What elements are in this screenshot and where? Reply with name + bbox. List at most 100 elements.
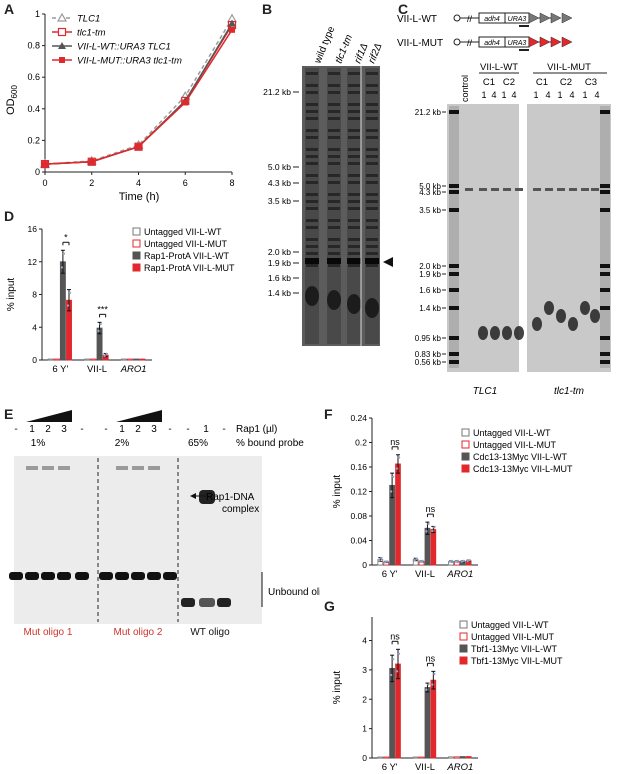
size-marker: 1.6 kb (419, 286, 441, 295)
replicate-point (425, 688, 428, 691)
size-marker: 21.2 kb (415, 108, 442, 117)
lane-num: 4 (594, 90, 599, 100)
band (328, 110, 340, 113)
data-point (182, 99, 189, 106)
y-tick-label: 0.12 (350, 487, 367, 497)
y-tick-label: 0.2 (27, 135, 40, 145)
band (328, 117, 340, 120)
size-marker: 4.3 kb (419, 188, 441, 197)
band (348, 200, 360, 203)
lane-label: - (222, 424, 225, 435)
faint-band (58, 466, 70, 470)
y-tick-label: 0.8 (27, 41, 40, 51)
band (366, 219, 378, 222)
y-tick-label: 16 (28, 224, 38, 234)
data-point (228, 19, 236, 27)
band (348, 174, 360, 177)
replicate-point (384, 561, 387, 564)
y-tick-label: 4 (362, 636, 367, 646)
clone-label: C1 (483, 77, 495, 88)
band (348, 238, 360, 241)
band (328, 103, 340, 106)
x-tick-label: 0 (42, 178, 47, 188)
lane-label: 2 (135, 424, 141, 435)
y-tick-label: 0.6 (27, 72, 40, 82)
oligo-label-mut1: Mut oligo 1 (24, 627, 73, 638)
category-label: 6 Y' (382, 762, 398, 773)
band (348, 245, 360, 248)
panel-a-growth-chart: OD600 0 0.2 0.4 0.6 0.8 1 0 2 4 6 8 Time (h) TLC1 t… (5, 9, 238, 203)
band (348, 84, 360, 87)
band (366, 264, 378, 267)
band (306, 91, 318, 94)
legend-label: Cdc13-13Myc VII-L-MUT (473, 464, 573, 474)
lane-label: 1 (29, 424, 35, 435)
bar (412, 756, 419, 759)
legend-swatch (459, 656, 468, 665)
category-label: VII-L (87, 364, 107, 375)
legend-marker (57, 27, 67, 37)
band (328, 181, 340, 184)
band (348, 155, 360, 158)
band (306, 72, 318, 75)
bar (430, 529, 437, 566)
panel-c-telomere-blot: VII-L-WT // adh4 URA3 VII-L-MUT // adh4 URA3 co… (395, 8, 617, 400)
clone-label: C2 (503, 77, 515, 88)
size-marker: 0.95 kb (415, 334, 442, 343)
telomere-smear (327, 290, 341, 310)
y-axis-label: % input (332, 671, 343, 705)
band (366, 136, 378, 139)
band (348, 219, 360, 222)
ladder-band (600, 272, 610, 276)
ladder-lane (600, 106, 610, 368)
sig-label: ns (390, 631, 400, 641)
replicate-point (431, 529, 434, 533)
centromere-icon (453, 14, 461, 22)
ladder-band (600, 110, 610, 114)
panel-c-gel-right (527, 104, 611, 372)
y-tick-label: 8 (32, 290, 37, 300)
arrowhead-icon (383, 257, 393, 267)
size-marker: 5.0 kb (268, 162, 291, 172)
band (515, 188, 523, 191)
telomere-repeat-icon (561, 12, 573, 24)
y-axis-label: % input (6, 278, 17, 312)
ladder-band (449, 110, 459, 114)
bar (90, 358, 97, 361)
replicate-point (450, 559, 454, 563)
legend-swatch (132, 227, 141, 236)
legend-label: Tbf1-13Myc VII-L-MUT (471, 656, 563, 666)
replicate-point (431, 683, 434, 686)
size-marker: 1.4 kb (419, 304, 441, 313)
band (348, 193, 360, 196)
replicate-point (466, 559, 469, 563)
band (328, 91, 340, 94)
band (366, 129, 378, 132)
band (366, 226, 378, 229)
lane-num: 1 (501, 90, 506, 100)
y-tick-label: 0 (362, 560, 367, 570)
y-tick-label: 0.4 (27, 104, 40, 114)
data-point (88, 158, 95, 165)
replicate-point (413, 558, 416, 562)
adh4-label: adh4 (484, 16, 500, 23)
band (306, 84, 318, 87)
unbound-band (25, 572, 39, 580)
replicate-point (454, 560, 458, 563)
legend-swatch (459, 644, 468, 653)
ladder-band (449, 272, 459, 276)
panel-label-e: E (4, 406, 14, 422)
legend-label: Untagged VII-L-MUT (144, 239, 228, 249)
bar (383, 756, 390, 759)
data-point (229, 26, 235, 33)
panel-e-gel (14, 456, 262, 624)
band (328, 136, 340, 139)
replicate-point (389, 490, 393, 493)
construct-label: VII-L-WT (397, 14, 437, 25)
band (366, 181, 378, 184)
band-strong (305, 258, 319, 264)
telomere-band (532, 317, 542, 331)
size-marker: 1.9 kb (268, 258, 291, 268)
telomere-repeat-icon (539, 12, 551, 24)
band (306, 193, 318, 196)
